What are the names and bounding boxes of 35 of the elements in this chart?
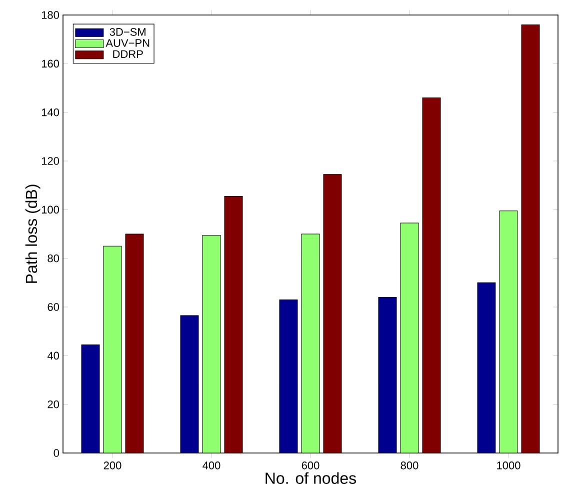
bar [323, 174, 342, 453]
y-tick-label: 20 [48, 400, 60, 408]
x-tick-label: 1000 [497, 462, 520, 470]
bar [499, 210, 518, 453]
bar [279, 299, 298, 453]
bar [400, 222, 419, 453]
x-tick-label: 400 [202, 462, 220, 470]
bar [422, 97, 441, 453]
y-tick-label: 120 [42, 157, 60, 165]
y-tick-label: 80 [48, 254, 60, 262]
legend-label: DDRP [113, 50, 143, 58]
x-tick-label: 200 [104, 462, 122, 470]
y-tick-label: 180 [42, 11, 60, 19]
bar [521, 24, 540, 453]
bar [81, 344, 100, 453]
legend-label: AUV−PN [106, 39, 150, 47]
y-tick-label: 100 [42, 206, 60, 214]
y-tick-label: 40 [47, 352, 60, 360]
bar [180, 315, 199, 453]
bar [125, 234, 144, 453]
y-tick-label: 140 [42, 108, 60, 116]
y-tick-label: 160 [42, 60, 60, 68]
x-tick-label: 800 [400, 462, 418, 470]
bar [103, 246, 122, 453]
bar [202, 234, 221, 453]
bar [378, 297, 397, 453]
y-tick-label: 0 [54, 449, 60, 457]
legend-label: 3D−SM [110, 28, 146, 36]
bar [477, 282, 496, 453]
y-axis-title: Path loss (dB) [25, 184, 40, 283]
x-tick-label: 600 [302, 462, 320, 470]
bar [224, 196, 243, 453]
x-axis-title: No. of nodes [266, 472, 356, 484]
bar [301, 234, 320, 453]
y-tick-label: 60 [48, 303, 60, 311]
